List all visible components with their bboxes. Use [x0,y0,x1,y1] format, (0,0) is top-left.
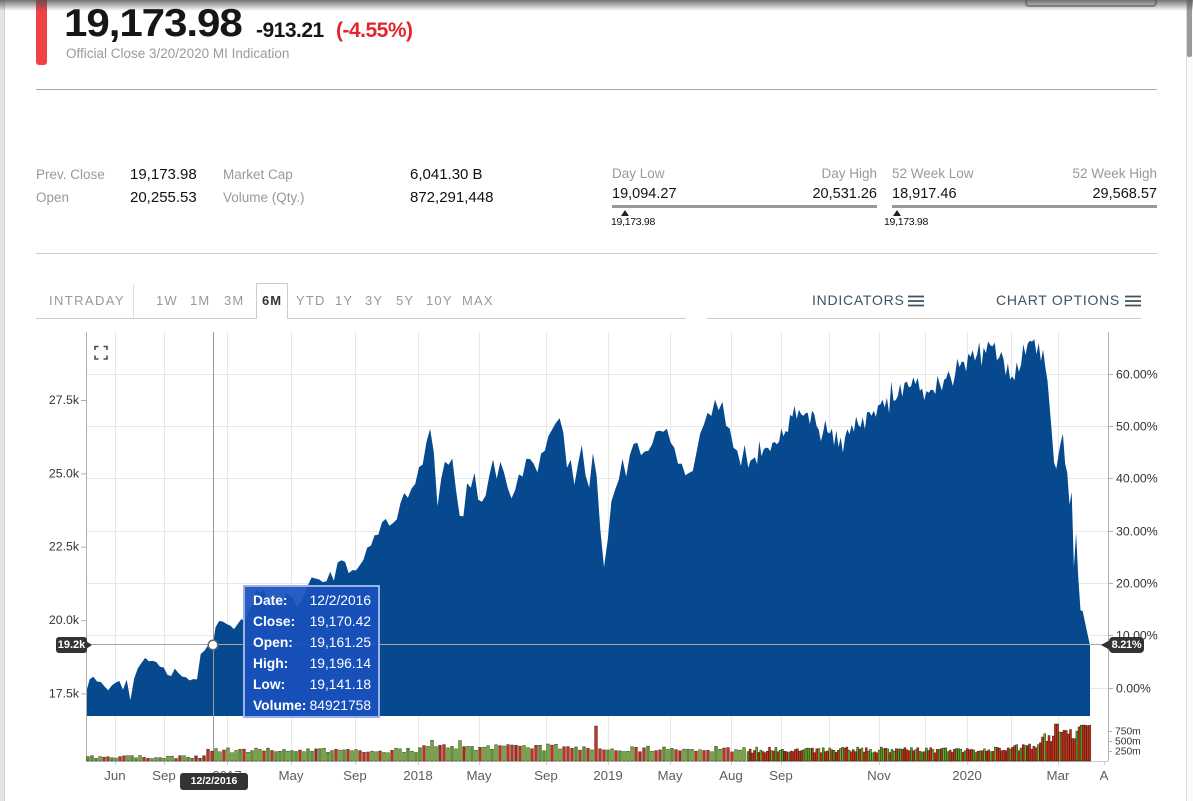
svg-text:20.00%: 20.00% [1116,577,1158,591]
svg-text:2018: 2018 [403,768,433,783]
svg-text:Jun: Jun [104,768,125,783]
svg-text:2019: 2019 [593,768,623,783]
svg-text:Sep: Sep [152,768,176,783]
svg-text:May: May [657,768,682,783]
svg-text:2020: 2020 [952,768,982,783]
svg-text:20.0k: 20.0k [49,613,80,627]
svg-text:Nov: Nov [867,768,891,783]
svg-text:Sep: Sep [343,768,367,783]
svg-text:Mar: Mar [1047,768,1070,783]
svg-text:50.00%: 50.00% [1116,420,1158,434]
svg-text:60.00%: 60.00% [1116,368,1158,382]
svg-text:0.00%: 0.00% [1116,682,1151,696]
svg-text:40.00%: 40.00% [1116,472,1158,486]
svg-text:25.0k: 25.0k [49,466,80,480]
svg-text:22.5k: 22.5k [49,540,80,554]
svg-text:May: May [466,768,491,783]
svg-text:May: May [278,768,303,783]
svg-text:27.5k: 27.5k [49,393,80,407]
svg-text:30.00%: 30.00% [1116,525,1158,539]
svg-text:Sep: Sep [534,768,558,783]
svg-text:A: A [1100,768,1109,783]
svg-text:500m: 500m [1115,737,1141,748]
svg-text:Sep: Sep [769,768,793,783]
svg-text:750m: 750m [1115,727,1141,738]
svg-text:250m: 250m [1115,747,1141,758]
svg-text:Aug: Aug [719,768,743,783]
svg-text:17.5k: 17.5k [49,686,80,700]
